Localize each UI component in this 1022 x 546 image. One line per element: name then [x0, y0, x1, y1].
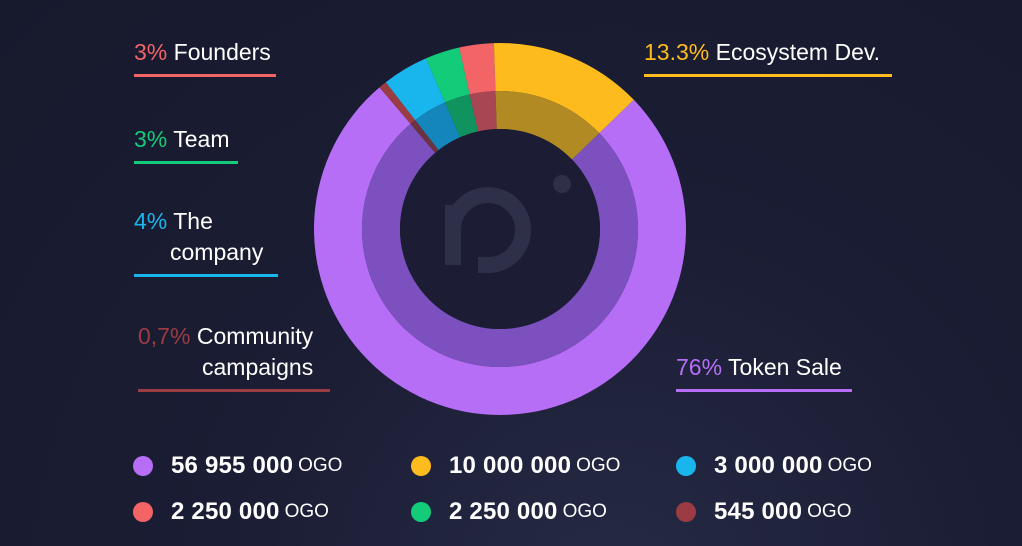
- legend-item-team: 2 250 000 OGO: [411, 498, 607, 526]
- callout-ecosystem: 13.3% Ecosystem Dev.: [644, 37, 892, 77]
- legend-unit: OGO: [562, 501, 607, 522]
- legend-amount: 545 000: [714, 498, 803, 525]
- legend-unit: OGO: [807, 501, 852, 522]
- legend-item-community: 545 000 OGO: [676, 498, 852, 526]
- callout-company: 4% The company: [134, 206, 278, 277]
- slice-community: [379, 82, 416, 124]
- ecosystem-percent: 13.3%: [644, 39, 710, 65]
- community-label-line1: Community: [196, 323, 314, 349]
- callout-token-sale: 76% Token Sale: [676, 352, 852, 392]
- legend-item-founders: 2 250 000 OGO: [133, 498, 329, 526]
- legend-dot: [133, 456, 153, 476]
- ecosystem-label: Ecosystem Dev.: [715, 39, 881, 65]
- company-underline: [134, 274, 278, 277]
- callout-community: 0,7% Community campaigns: [138, 321, 330, 392]
- team-percent: 3%: [134, 126, 168, 152]
- founders-underline: [134, 74, 276, 77]
- slice-inner-company: [415, 102, 461, 151]
- founders-percent: 3%: [134, 39, 168, 65]
- donut-hole: [400, 129, 600, 329]
- slice-inner-ecosystem: [495, 91, 600, 160]
- callout-founders: 3% Founders: [134, 37, 276, 77]
- legend-unit: OGO: [576, 455, 621, 476]
- legend-item-token-sale: 56 955 000 OGO: [133, 452, 342, 480]
- slice-team: [425, 47, 470, 103]
- callout-team: 3% Team: [134, 124, 238, 164]
- legend-amount: 2 250 000: [171, 498, 280, 525]
- token-sale-percent: 76%: [676, 354, 723, 380]
- slice-ecosystem: [493, 42, 634, 134]
- company-label-line1: The: [173, 208, 213, 234]
- legend-item-ecosystem: 10 000 000 OGO: [411, 452, 620, 480]
- outer-ring: [314, 42, 686, 415]
- community-percent: 0,7%: [138, 323, 191, 349]
- team-underline: [134, 161, 238, 164]
- slice-inner-founders: [469, 91, 497, 132]
- legend-amount: 2 250 000: [449, 498, 558, 525]
- slice-founders: [459, 43, 496, 95]
- slice-inner-community: [410, 120, 439, 153]
- slice-inner-team: [445, 94, 479, 138]
- legend-unit: OGO: [284, 501, 329, 522]
- legend-unit: OGO: [827, 455, 872, 476]
- legend-dot: [133, 502, 153, 522]
- ecosystem-underline: [644, 74, 892, 77]
- token-sale-underline: [676, 389, 852, 392]
- company-percent: 4%: [134, 208, 168, 234]
- company-label-line2: company: [170, 239, 264, 265]
- founders-label: Founders: [173, 39, 271, 65]
- legend-dot: [676, 502, 696, 522]
- slice-company: [385, 58, 446, 121]
- team-label: Team: [173, 126, 230, 152]
- slice-token_sale: [314, 87, 686, 415]
- logo-icon: [445, 175, 571, 273]
- legend-amount: 10 000 000: [449, 452, 572, 479]
- legend-dot: [676, 456, 696, 476]
- legend-item-company: 3 000 000 OGO: [676, 452, 872, 480]
- legend-unit: OGO: [298, 455, 343, 476]
- slice-inner-token_sale: [362, 123, 638, 367]
- legend-dot: [411, 456, 431, 476]
- community-label-line2: campaigns: [202, 354, 314, 380]
- community-underline: [138, 389, 330, 392]
- legend-amount: 3 000 000: [714, 452, 823, 479]
- legend-amount: 56 955 000: [171, 452, 294, 479]
- inner-ring: [362, 91, 638, 367]
- token-sale-label: Token Sale: [728, 354, 842, 380]
- legend-dot: [411, 502, 431, 522]
